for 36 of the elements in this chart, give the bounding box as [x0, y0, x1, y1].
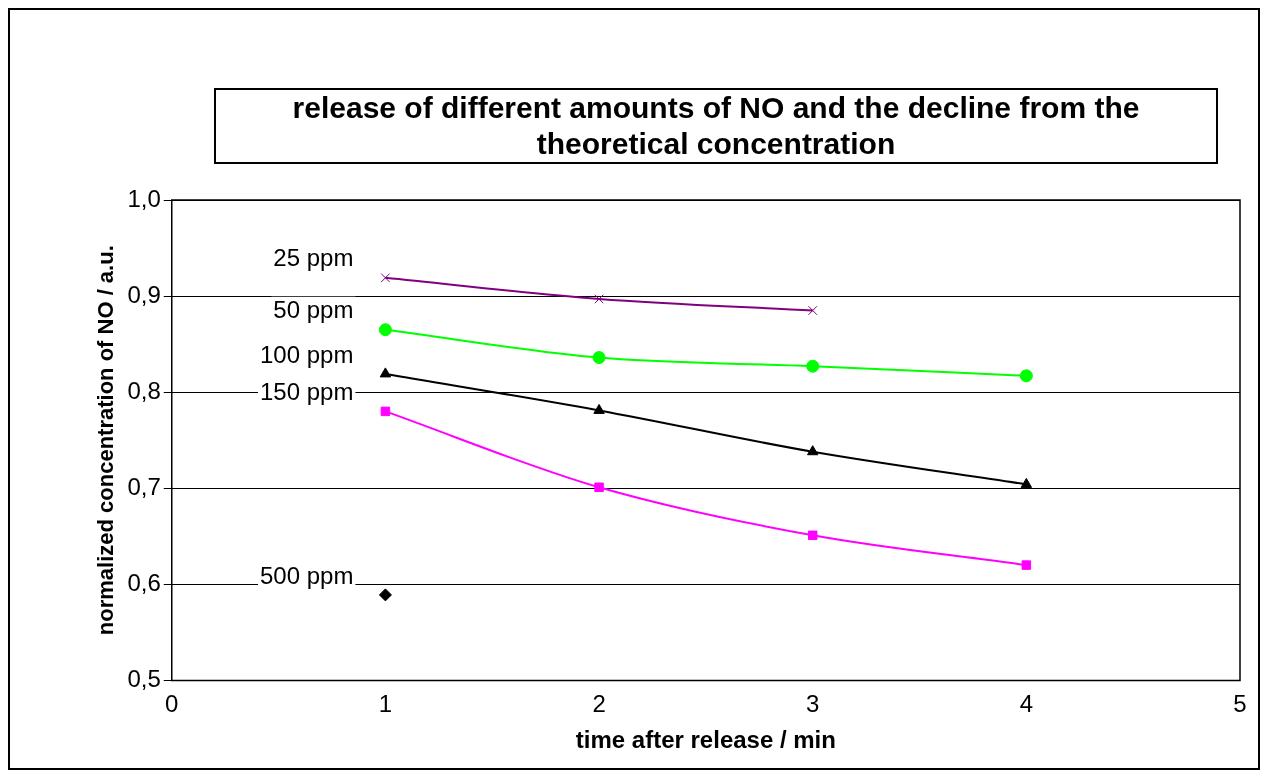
x-tick-label: 3	[806, 690, 820, 718]
point	[1021, 560, 1032, 570]
x-tick-label: 2	[592, 690, 606, 718]
y-tick-label: 1,0	[127, 184, 161, 212]
point	[379, 367, 392, 378]
chart-title: release of different amounts of NO and the decline from the theoretical concentration	[214, 88, 1218, 164]
point	[594, 482, 604, 493]
point	[807, 530, 818, 541]
x-axis-title: time after release / min	[575, 726, 836, 754]
series-label: 25 ppm	[273, 244, 354, 272]
point	[378, 323, 392, 337]
point	[378, 588, 392, 602]
point	[592, 351, 606, 365]
y-tick-label: 0,9	[127, 280, 161, 308]
point	[807, 445, 819, 456]
point	[1019, 369, 1033, 383]
point	[380, 273, 391, 283]
x-tick-label: 1	[378, 690, 393, 718]
y-tick-label: 0,6	[127, 568, 161, 596]
y-tick-label: 0,5	[127, 665, 161, 693]
y-tick-label: 0,7	[127, 472, 161, 500]
point	[380, 406, 391, 417]
series-label: 100 ppm	[260, 340, 354, 368]
point	[1020, 477, 1033, 488]
point	[807, 305, 818, 316]
y-tick-label: 0,8	[127, 376, 161, 404]
x-tick-label: 0	[165, 690, 179, 718]
x-tick-label: 5	[1233, 690, 1247, 718]
series-label: 150 ppm	[260, 378, 354, 405]
series-label: 500 ppm	[260, 561, 354, 589]
point	[593, 403, 605, 414]
x-tick-label: 4	[1019, 690, 1034, 718]
point	[806, 359, 820, 373]
point	[594, 294, 604, 304]
y-axis-title: normalized concentration of NO / a.u.	[93, 245, 119, 636]
series-label: 50 ppm	[273, 296, 354, 324]
